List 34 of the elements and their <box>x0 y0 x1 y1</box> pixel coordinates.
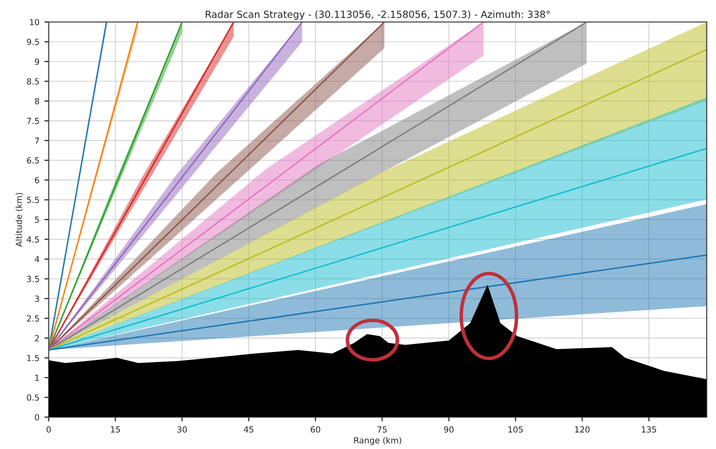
y-tick-label: 1.5 <box>27 354 39 362</box>
y-tick-label: 5 <box>35 216 39 223</box>
y-tick-label: 9 <box>34 58 40 65</box>
y-axis-title: Altitude (km) <box>16 192 23 247</box>
x-tick-label: 15 <box>110 426 120 433</box>
x-axis-title: Range (km) <box>354 436 402 446</box>
y-tick-label: 1 <box>35 374 39 381</box>
y-tick-label: 10 <box>30 18 40 26</box>
y-tick-label: 9.5 <box>26 38 39 46</box>
y-tick-label: 0 <box>34 414 40 420</box>
y-tick-label: 3 <box>34 296 39 302</box>
y-tick-label: 3.5 <box>27 276 39 282</box>
x-tick-label: 75 <box>378 426 387 433</box>
y-tick-label: 7 <box>35 138 39 144</box>
x-tick-label: 135 <box>642 426 656 433</box>
x-tick-label: 30 <box>177 426 187 433</box>
x-tick-label: 0 <box>46 426 51 433</box>
y-tick-label: 4 <box>34 256 40 262</box>
y-tick-label: 6.5 <box>26 157 39 164</box>
y-tick-label: 2.5 <box>27 315 39 322</box>
y-tick-label: 8.5 <box>26 78 39 85</box>
y-tick-label: 6 <box>34 177 40 184</box>
x-tick-label: 45 <box>244 426 254 433</box>
y-tick-label: 2 <box>34 335 39 342</box>
x-tick-label: 120 <box>575 426 590 433</box>
x-tick-label: 90 <box>444 426 454 433</box>
x-tick-label: 60 <box>310 426 320 433</box>
y-tick-label: 5.5 <box>27 196 39 204</box>
y-tick-label: 0.5 <box>26 394 39 401</box>
y-tick-label: 4.5 <box>26 236 39 243</box>
x-tick-label: 105 <box>508 426 523 433</box>
y-tick-label: 8 <box>34 98 40 104</box>
chart-title: Radar Scan Strategy - (30.113056, -2.158056, 1507.3) - Azimuth: 338° <box>206 10 550 20</box>
y-tick-label: 7.5 <box>27 118 39 124</box>
